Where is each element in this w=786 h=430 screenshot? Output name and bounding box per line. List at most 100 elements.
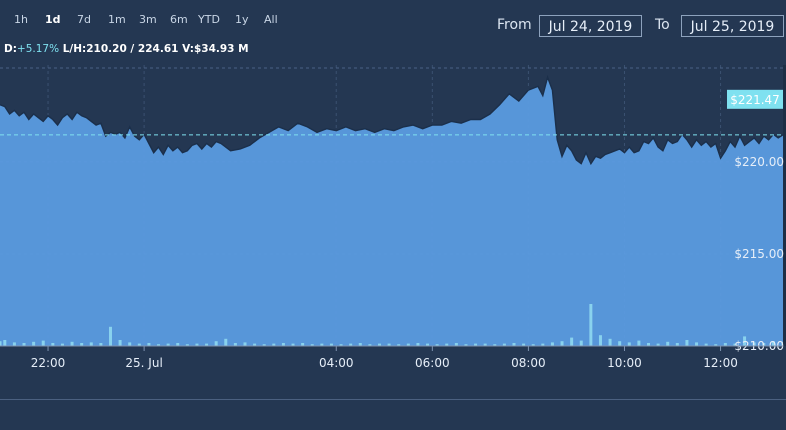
volume-bar [157, 344, 161, 346]
volume-bar [0, 341, 2, 346]
x-tick-label: 25. Jul [125, 356, 162, 370]
volume-bar [541, 343, 545, 346]
volume-bar [589, 304, 593, 346]
volume-bar [771, 341, 775, 346]
volume-bar [743, 336, 747, 346]
change-value: +5.17% [16, 43, 60, 55]
volume-bar [570, 337, 574, 346]
volume-bar [80, 343, 84, 346]
volume-bar [329, 343, 333, 346]
volume-bar [483, 343, 487, 346]
volume-bar [32, 341, 36, 346]
volume-bar [214, 341, 218, 346]
from-date-input[interactable]: Jul 24, 2019 [539, 15, 642, 37]
x-tick-label: 06:00 [415, 356, 450, 370]
low-high-label: L/H: [62, 43, 87, 55]
y-tick-label: $220.00 [734, 155, 784, 169]
volume-bar [99, 343, 103, 346]
volume-bar [51, 343, 55, 346]
volume-bar [474, 343, 478, 346]
volume-bar [349, 343, 353, 346]
volume-bar [272, 343, 276, 346]
stats-bar: D:+5.17% L/H:210.20 / 224.61 V:$34.93 M [4, 43, 249, 55]
volume-bar [666, 341, 670, 346]
volume-bar [656, 343, 660, 346]
volume-bar [281, 343, 285, 346]
volume-bar [493, 344, 497, 346]
volume-bar [445, 343, 449, 346]
volume-bar [733, 343, 737, 346]
range-button-1y[interactable]: 1y [235, 13, 249, 26]
volume-bar [416, 343, 420, 346]
volume-bar [320, 343, 324, 346]
x-tick-label: 22:00 [31, 356, 66, 370]
range-button-6m[interactable]: 6m [170, 13, 188, 26]
volume-bar [147, 343, 151, 346]
range-button-ytd[interactable]: YTD [198, 13, 220, 26]
volume-bar [310, 344, 314, 346]
range-button-all[interactable]: All [264, 13, 278, 26]
volume-bar [762, 343, 766, 346]
volume-bar [406, 343, 410, 346]
volume-bar [675, 343, 679, 346]
volume-bar [12, 342, 16, 346]
y-tick-label: $215.00 [734, 247, 784, 261]
range-button-1d[interactable]: 1d [45, 13, 61, 26]
volume-bar [3, 340, 7, 346]
volume-bar [704, 343, 708, 346]
to-date-input[interactable]: Jul 25, 2019 [681, 15, 784, 37]
volume-bar [60, 343, 64, 346]
volume-bar [522, 343, 526, 346]
volume-bar [195, 343, 199, 346]
volume-bar [224, 338, 228, 346]
volume-bar [368, 344, 372, 346]
volume-bar [301, 343, 305, 346]
volume-bar [598, 335, 602, 346]
volume-bar [262, 344, 266, 346]
volume-bar [512, 343, 516, 346]
from-label: From [497, 17, 532, 33]
volume-bar [70, 341, 74, 346]
volume-bar [291, 343, 295, 346]
volume-bar [118, 340, 122, 346]
x-tick-label: 08:00 [511, 356, 546, 370]
x-tick-label: 04:00 [319, 356, 354, 370]
volume-bar [637, 340, 641, 346]
volume-bar [723, 343, 727, 346]
current-price-badge [727, 89, 783, 109]
volume-bar [397, 344, 401, 346]
volume-bar [22, 343, 26, 346]
volume-bar [166, 343, 170, 346]
volume-bar [243, 342, 247, 346]
volume-bar [253, 343, 257, 346]
right-margin [783, 65, 786, 346]
volume-bar [108, 326, 112, 346]
range-button-7d[interactable]: 7d [77, 13, 91, 26]
volume-bar [426, 343, 430, 346]
volume-bar [685, 340, 689, 346]
volume-bar [608, 338, 612, 346]
current-price-label: $221.47 [730, 93, 780, 107]
volume-bar [176, 343, 180, 346]
volume-bar [752, 342, 756, 346]
volume-bar [41, 340, 45, 346]
range-button-1m[interactable]: 1m [108, 13, 126, 26]
volume-bar [358, 343, 362, 346]
volume-bar [550, 342, 554, 346]
x-tick-label: 10:00 [607, 356, 642, 370]
range-button-3m[interactable]: 3m [139, 13, 157, 26]
navigator-divider [0, 399, 786, 400]
volume-bar [695, 342, 699, 346]
volume-bar [646, 343, 650, 346]
low-high-value: 210.20 / 224.61 [86, 43, 179, 55]
volume-bar [377, 343, 381, 346]
x-tick-label: 12:00 [703, 356, 738, 370]
price-area [0, 77, 783, 346]
volume-bar [128, 342, 132, 346]
volume-bar [627, 342, 631, 346]
volume-bar [387, 343, 391, 346]
range-button-1h[interactable]: 1h [14, 13, 28, 26]
volume-bar [233, 343, 237, 346]
volume-bar [339, 344, 343, 346]
